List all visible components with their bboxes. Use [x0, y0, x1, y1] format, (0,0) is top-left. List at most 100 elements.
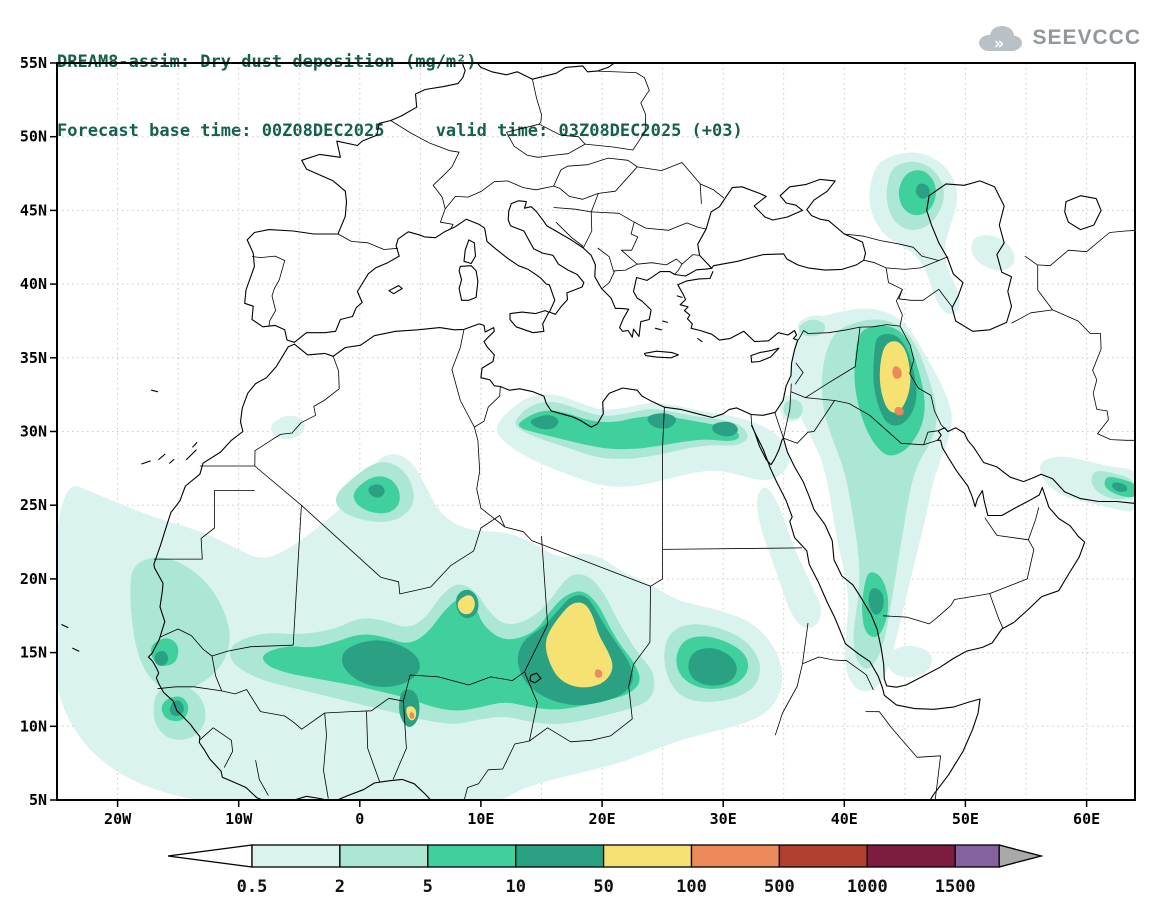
dust-region-100: [892, 366, 902, 379]
coastline: [192, 442, 198, 448]
y-tick-label: 40N: [20, 275, 47, 293]
coastline: [947, 427, 1135, 504]
country-border: [444, 180, 554, 210]
country-border: [1024, 230, 1135, 267]
country-border: [989, 507, 1040, 594]
country-border: [585, 70, 650, 151]
coastline: [529, 672, 542, 684]
coastline: [244, 200, 713, 343]
coastline: [782, 427, 1086, 688]
country-border: [524, 671, 538, 742]
dust-region-5: [518, 410, 740, 450]
coastline: [61, 624, 69, 629]
country-border: [451, 329, 475, 428]
country-border: [582, 193, 599, 249]
y-tick-label: 45N: [20, 201, 47, 219]
coastline: [1064, 195, 1102, 231]
country-border: [254, 356, 340, 467]
country-border: [337, 233, 399, 250]
country-border: [681, 254, 700, 265]
coastline: [697, 338, 703, 343]
x-tick-label: 30E: [710, 810, 737, 828]
colorbar-segment: [690, 844, 781, 868]
x-tick-label: 10W: [225, 810, 253, 828]
country-border: [797, 326, 861, 341]
country-border: [829, 327, 861, 383]
country-border: [984, 517, 1029, 541]
dust-region-100: [894, 406, 904, 416]
colorbar-label: 0.5: [237, 877, 268, 897]
country-border: [323, 712, 329, 799]
x-tick-label: 10E: [467, 810, 494, 828]
coastline: [643, 350, 679, 359]
country-border: [896, 289, 903, 327]
x-tick-label: 50E: [952, 810, 979, 828]
coastline: [186, 449, 197, 461]
colorbar-segment: [251, 844, 341, 868]
y-tick-label: 5N: [29, 791, 47, 809]
coastline: [476, 63, 616, 80]
country-border: [774, 663, 803, 736]
coastline: [158, 453, 166, 461]
logo-text: SEEVCCC: [1032, 26, 1141, 49]
coastline: [697, 178, 867, 271]
coastline: [150, 389, 159, 393]
colorbar-over-arrow: [998, 844, 1044, 868]
country-border: [774, 412, 784, 439]
colorbar-under-arrow: [167, 844, 253, 868]
x-tick-label: 20E: [589, 810, 616, 828]
country-border: [380, 515, 506, 595]
colorbar-label: 2: [335, 877, 345, 897]
country-border: [750, 414, 756, 433]
cloud-chevrons: »: [994, 34, 1004, 54]
country-border: [700, 183, 725, 199]
dust-region-50: [545, 602, 613, 688]
x-tick-label: 0: [355, 810, 364, 828]
country-border: [662, 407, 665, 579]
country-border: [157, 686, 222, 692]
dust-region-0.5: [757, 487, 821, 628]
country-border: [794, 362, 804, 385]
country-border: [783, 383, 792, 439]
country-border: [366, 711, 381, 783]
coastline: [147, 343, 295, 800]
y-tick-label: 30N: [20, 423, 47, 441]
country-border: [199, 727, 233, 768]
dust-region-10: [341, 640, 420, 687]
colorbar: 0.5 2 5 10 50 100 500 1000 1500: [167, 844, 1044, 897]
dust-region-10: [688, 648, 737, 686]
cloud-icon: »: [979, 26, 1023, 54]
coastline: [463, 239, 477, 265]
x-tick-label: 40E: [831, 810, 858, 828]
colorbar-segment: [339, 844, 429, 868]
country-border: [211, 655, 223, 692]
country-border: [524, 536, 548, 672]
country-border: [1037, 264, 1053, 311]
colorbar-label: 1500: [935, 877, 976, 897]
y-tick-label: 50N: [20, 128, 47, 146]
y-tick-label: 25N: [20, 496, 47, 514]
coastline: [458, 265, 479, 301]
coastline: [293, 323, 752, 428]
country-border: [392, 701, 407, 780]
country-border: [504, 526, 533, 541]
dust-region-0.5: [971, 235, 1015, 271]
dust-region-0.5: [271, 415, 305, 440]
country-border: [221, 689, 325, 730]
country-border: [591, 211, 639, 265]
dust-region-10: [154, 650, 169, 666]
colorbar-segment: [954, 844, 1000, 868]
country-border: [899, 325, 949, 432]
country-border: [601, 258, 683, 289]
country-border: [532, 79, 542, 125]
country-border: [159, 628, 213, 657]
dust-region-0.5: [886, 646, 932, 678]
dust-region-10: [1111, 482, 1128, 492]
country-border: [802, 623, 809, 664]
country-border: [865, 711, 941, 800]
coastline: [677, 271, 799, 416]
dust-region-10: [368, 484, 385, 498]
x-tick-label: 20W: [104, 810, 132, 828]
country-border: [473, 426, 506, 528]
